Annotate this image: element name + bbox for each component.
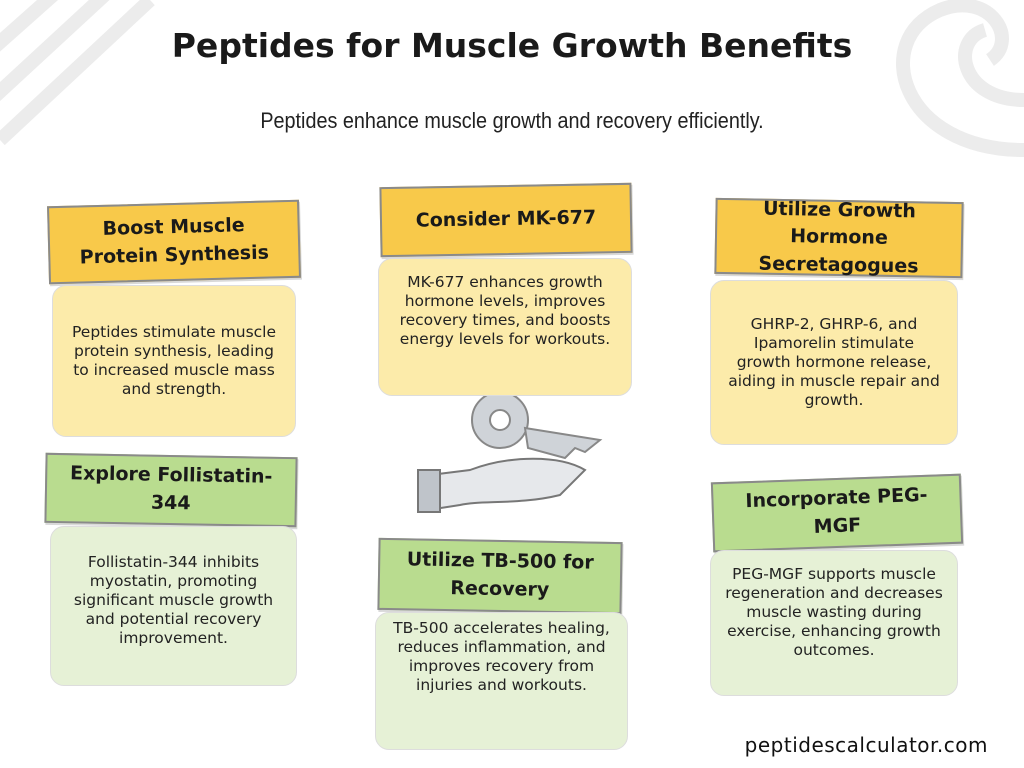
- card-text: TB-500 accelerates healing, reduces infl…: [375, 612, 628, 750]
- card-text: Follistatin-344 inhibits myostatin, prom…: [50, 526, 297, 686]
- card-text: PEG-MGF supports muscle regeneration and…: [710, 550, 958, 696]
- footer-site: peptidescalculator.com: [744, 733, 988, 757]
- subtitle: Peptides enhance muscle growth and recov…: [260, 108, 764, 133]
- card-title: Boost Muscle Protein Synthesis: [47, 199, 301, 285]
- card-title: Incorporate PEG-MGF: [710, 473, 964, 553]
- card-text: GHRP-2, GHRP-6, and Ipamorelin stimulate…: [710, 280, 958, 445]
- card-title: Consider MK-677: [379, 182, 633, 258]
- card-title: Utilize Growth Hormone Secretagogues: [714, 197, 964, 279]
- card-title: Explore Follistatin-344: [44, 452, 298, 528]
- card-text: Peptides stimulate muscle protein synthe…: [52, 285, 296, 437]
- title: Peptides for Muscle Growth Benefits: [171, 26, 853, 65]
- card-text: MK-677 enhances growth hormone levels, i…: [378, 258, 632, 396]
- card-title: Utilize TB-500 for Recovery: [377, 537, 623, 615]
- key-hand-icon: [417, 391, 603, 513]
